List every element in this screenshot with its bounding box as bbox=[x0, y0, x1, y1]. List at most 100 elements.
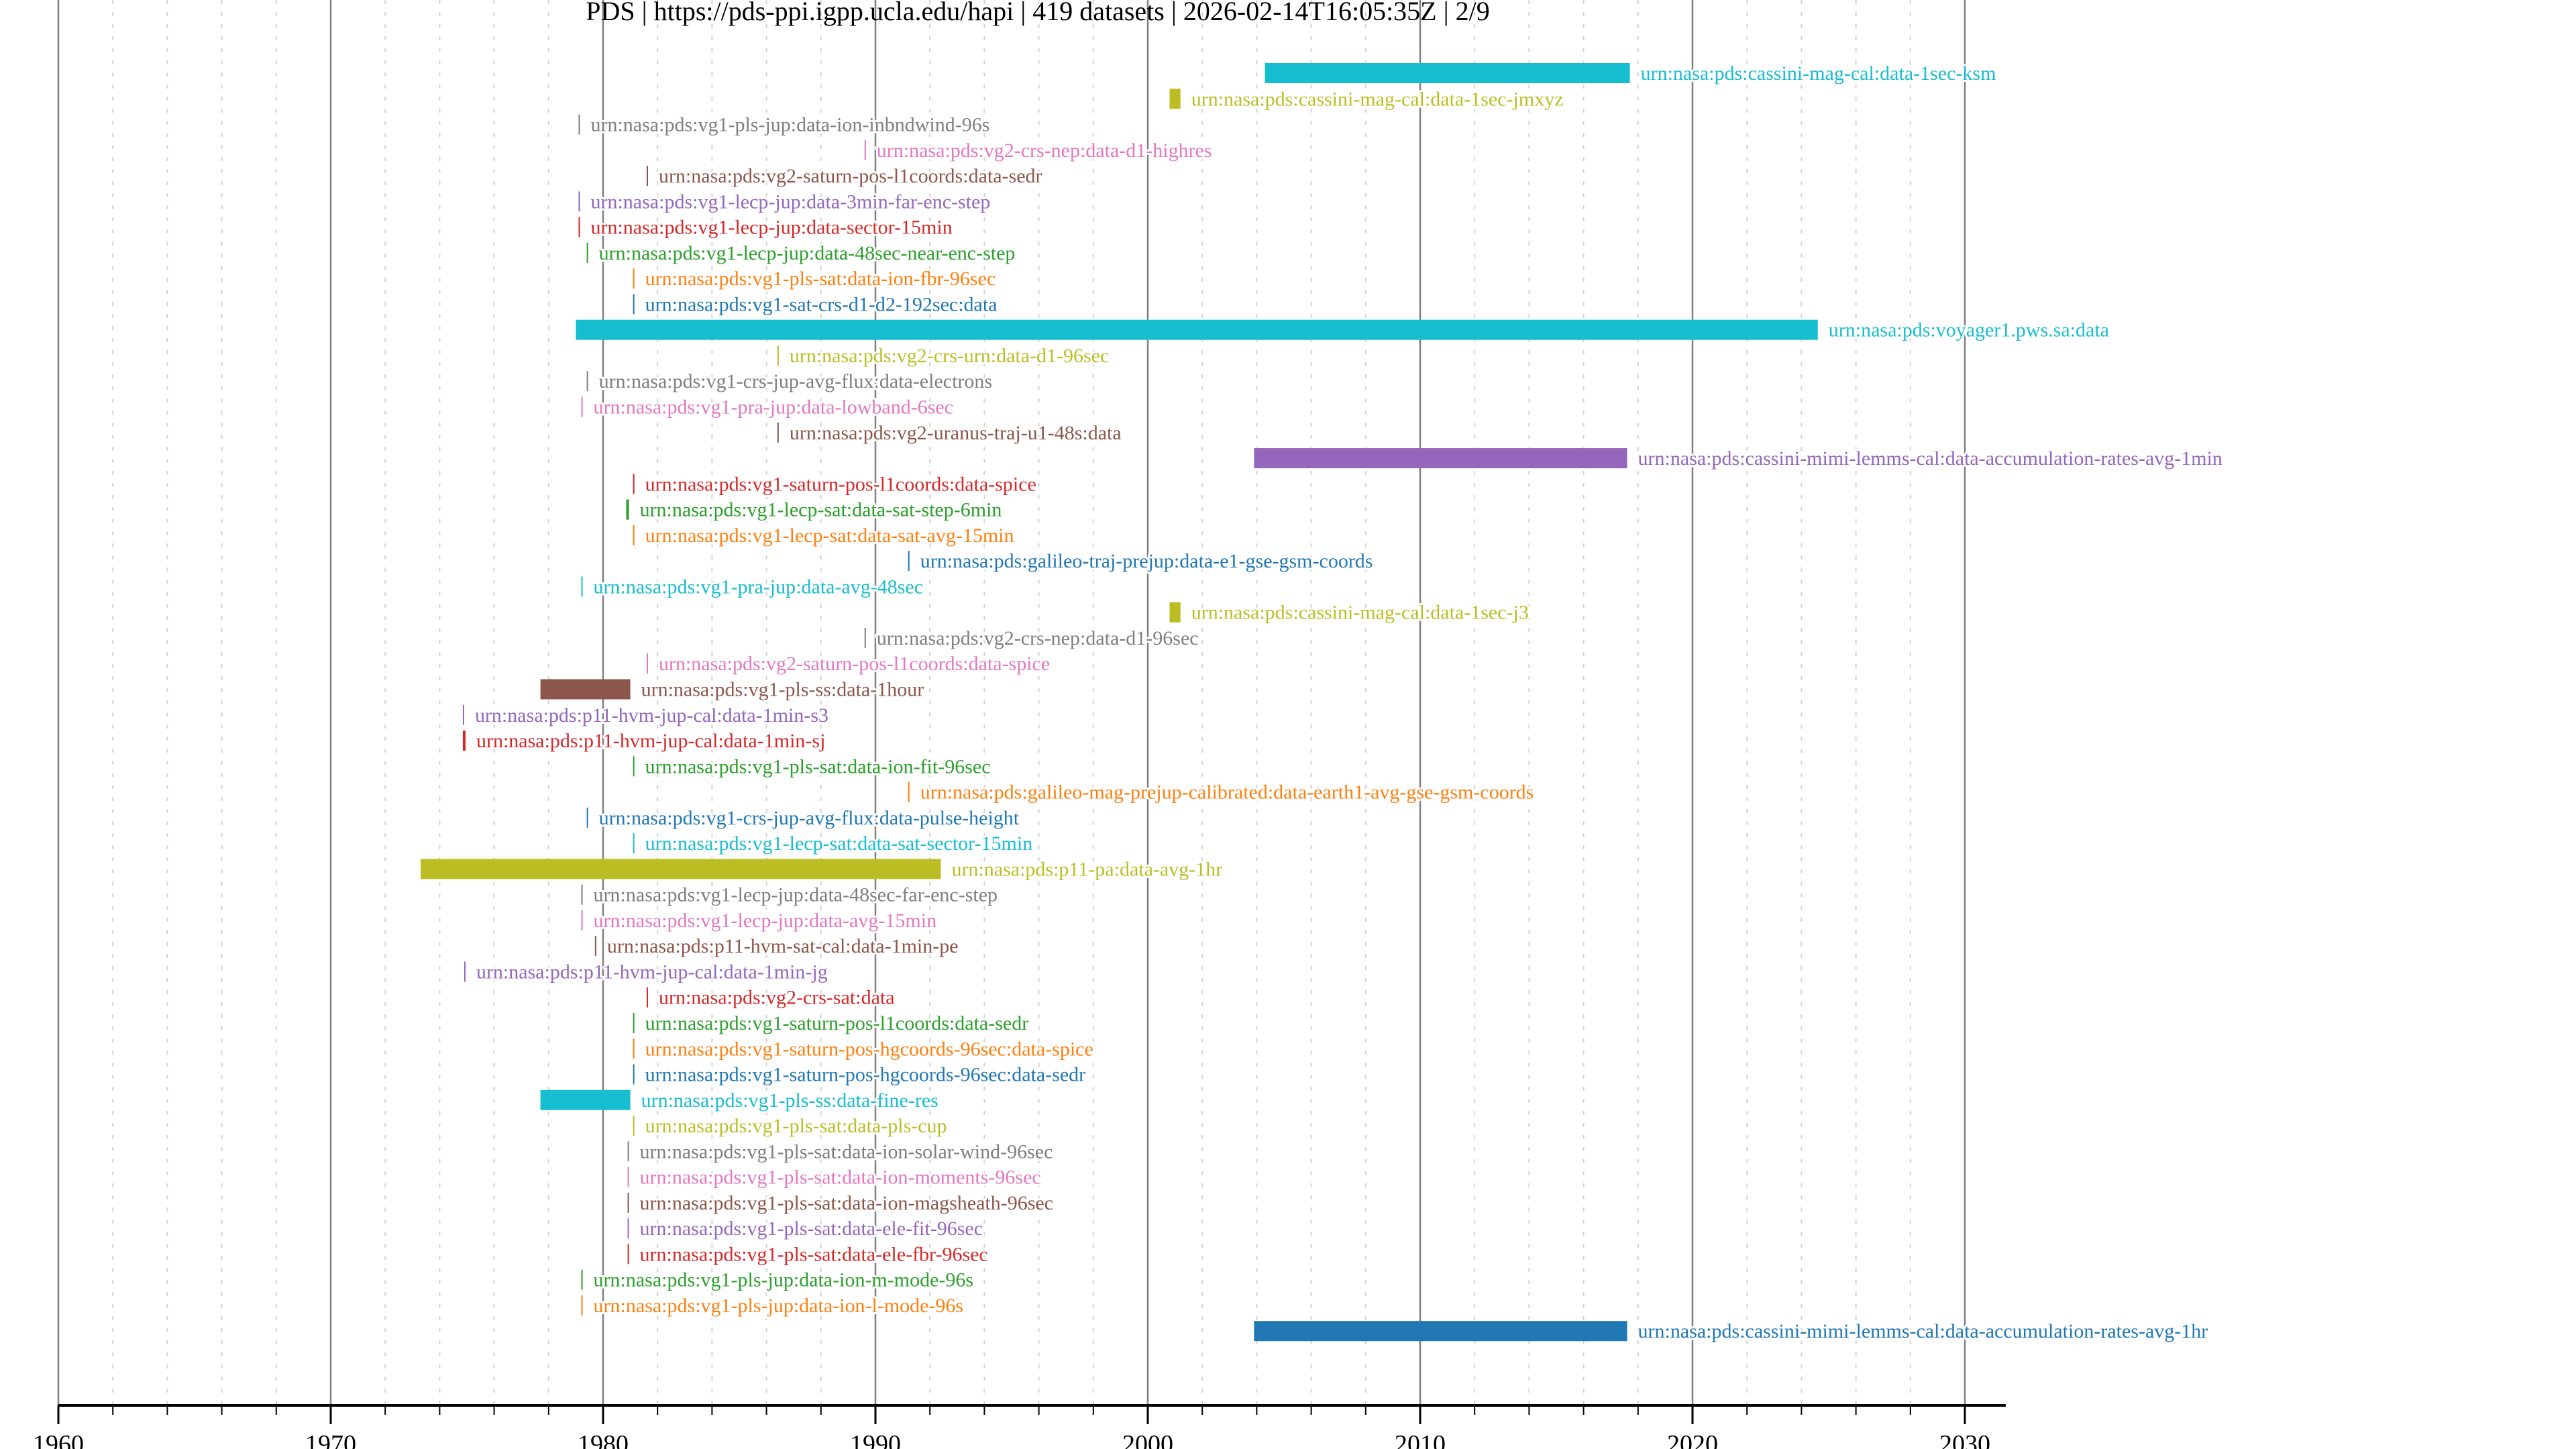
dataset-label: urn:nasa:pds:vg1-pls-ss:data-fine-res bbox=[641, 1089, 938, 1112]
dataset-bar[interactable] bbox=[633, 294, 635, 315]
dataset-bar[interactable] bbox=[908, 551, 910, 572]
dataset-bar[interactable] bbox=[633, 1012, 635, 1033]
dataset-bar[interactable] bbox=[1254, 1321, 1627, 1342]
dataset-bar[interactable] bbox=[586, 371, 588, 392]
dataset-bar[interactable] bbox=[586, 807, 588, 828]
dataset-bar[interactable] bbox=[777, 422, 779, 443]
dataset-label: urn:nasa:pds:vg2-uranus-traj-u1-48s:data bbox=[790, 422, 1122, 444]
dataset-label: urn:nasa:pds:vg1-saturn-pos-hgcoords-96s… bbox=[645, 1064, 1085, 1086]
x-tick-label: 2010 bbox=[1395, 1430, 1446, 1449]
dataset-label: urn:nasa:pds:p11-hvm-jup-cal:data-1min-s… bbox=[475, 704, 828, 727]
dataset-label: urn:nasa:pds:vg1-saturn-pos-hgcoords-96s… bbox=[645, 1038, 1093, 1060]
dataset-bar[interactable] bbox=[633, 268, 635, 289]
dataset-bar[interactable] bbox=[464, 961, 466, 982]
dataset-bar[interactable] bbox=[540, 1089, 631, 1110]
dataset-bar[interactable] bbox=[1169, 89, 1181, 109]
dataset-bar[interactable] bbox=[633, 756, 635, 777]
dataset-label: urn:nasa:pds:vg1-pls-sat:data-ele-fit-96… bbox=[640, 1218, 983, 1240]
dataset-label: urn:nasa:pds:vg1-lecp-jup:data-sector-15… bbox=[590, 217, 952, 239]
dataset-label: urn:nasa:pds:vg1-lecp-jup:data-48sec-far… bbox=[594, 884, 998, 906]
dataset-bar[interactable] bbox=[462, 704, 464, 725]
dataset-bar[interactable] bbox=[633, 833, 635, 854]
dataset-bar[interactable] bbox=[540, 679, 631, 700]
dataset-label: urn:nasa:pds:vg1-pls-sat:data-ion-fbr-96… bbox=[645, 268, 996, 290]
dataset-bar[interactable] bbox=[581, 1269, 583, 1290]
dataset-label: urn:nasa:pds:vg1-pls-sat:data-pls-cup bbox=[645, 1115, 947, 1137]
dataset-label: urn:nasa:pds:vg1-pra-jup:data-lowband-6s… bbox=[594, 396, 954, 419]
dataset-bar[interactable] bbox=[420, 859, 941, 879]
dataset-label: urn:nasa:pds:galileo-traj-prejup:data-e1… bbox=[920, 550, 1373, 572]
dataset-label: urn:nasa:pds:p11-pa:data-avg-1hr bbox=[951, 858, 1222, 880]
dataset-label: urn:nasa:pds:cassini-mag-cal:data-1sec-j… bbox=[1191, 88, 1564, 110]
dataset-label: urn:nasa:pds:vg2-crs-nep:data-d1-96sec bbox=[877, 627, 1199, 649]
dataset-bar[interactable] bbox=[576, 319, 1818, 340]
dataset-bar[interactable] bbox=[578, 217, 580, 237]
dataset-label: urn:nasa:pds:cassini-mag-cal:data-1sec-j… bbox=[1191, 602, 1529, 624]
dataset-bar[interactable] bbox=[908, 782, 910, 802]
dataset-bar[interactable] bbox=[627, 1218, 629, 1239]
dataset-bar[interactable] bbox=[1254, 448, 1627, 469]
dataset-label: urn:nasa:pds:vg2-crs-urn:data-d1-96sec bbox=[790, 345, 1110, 367]
dataset-bar[interactable] bbox=[578, 114, 580, 135]
dataset-bar[interactable] bbox=[581, 576, 583, 597]
dataset-label: urn:nasa:pds:vg1-pls-jup:data-ion-l-mode… bbox=[594, 1295, 964, 1317]
dataset-label: urn:nasa:pds:vg1-crs-jup-avg-flux:data-p… bbox=[599, 807, 1020, 829]
dataset-bar[interactable] bbox=[633, 525, 635, 545]
dataset-label: urn:nasa:pds:p11-hvm-sat-cal:data-1min-p… bbox=[607, 935, 959, 957]
x-tick-label: 1970 bbox=[305, 1430, 356, 1449]
dataset-label: urn:nasa:pds:vg2-saturn-pos-l1coords:dat… bbox=[659, 653, 1050, 675]
x-axis-ticks: 1960 1970 1980 1990 2000 2010 2020 2030 bbox=[33, 1405, 1990, 1449]
dataset-bars bbox=[420, 63, 1818, 1342]
dataset-bar[interactable] bbox=[626, 499, 629, 520]
dataset-bar[interactable] bbox=[581, 396, 583, 417]
dataset-bar[interactable] bbox=[627, 1167, 629, 1187]
dataset-label: urn:nasa:pds:cassini-mag-cal:data-1sec-k… bbox=[1641, 62, 1996, 85]
dataset-bar[interactable] bbox=[578, 191, 580, 212]
dataset-label: urn:nasa:pds:vg1-lecp-sat:data-sat-step-… bbox=[640, 499, 1002, 521]
dataset-label: urn:nasa:pds:vg1-saturn-pos-l1coords:dat… bbox=[645, 473, 1036, 495]
dataset-bar[interactable] bbox=[633, 1116, 635, 1136]
dataset-bar[interactable] bbox=[646, 166, 648, 186]
dataset-bar[interactable] bbox=[646, 653, 648, 674]
dataset-bar[interactable] bbox=[864, 627, 866, 648]
dataset-label: urn:nasa:pds:vg1-pra-jup:data-avg-48sec bbox=[594, 576, 924, 598]
dataset-label: urn:nasa:pds:vg1-saturn-pos-l1coords:dat… bbox=[645, 1012, 1029, 1034]
dataset-bar[interactable] bbox=[627, 1192, 629, 1213]
dataset-label: urn:nasa:pds:vg1-pls-jup:data-ion-inbndw… bbox=[590, 114, 989, 136]
dataset-label: urn:nasa:pds:vg1-pls-sat:data-ion-moment… bbox=[640, 1167, 1041, 1189]
dataset-label: urn:nasa:pds:vg1-lecp-sat:data-sat-secto… bbox=[645, 833, 1033, 855]
dataset-label: urn:nasa:pds:vg1-lecp-jup:data-avg-15min bbox=[594, 910, 937, 932]
dataset-bar[interactable] bbox=[646, 987, 648, 1008]
x-tick-label: 1960 bbox=[33, 1430, 84, 1449]
dataset-label: urn:nasa:pds:vg1-pls-sat:data-ion-magshe… bbox=[640, 1192, 1054, 1214]
dataset-label: urn:nasa:pds:vg1-crs-jup-avg-flux:data-e… bbox=[599, 370, 992, 392]
dataset-bar[interactable] bbox=[594, 936, 596, 957]
x-tick-label: 2000 bbox=[1122, 1430, 1173, 1449]
dataset-label: urn:nasa:pds:p11-hvm-jup-cal:data-1min-s… bbox=[476, 730, 825, 752]
dataset-label: urn:nasa:pds:vg1-pls-jup:data-ion-m-mode… bbox=[594, 1269, 974, 1291]
dataset-label: urn:nasa:pds:vg1-lecp-jup:data-48sec-nea… bbox=[599, 242, 1016, 264]
x-tick-label: 1990 bbox=[850, 1430, 901, 1449]
dataset-label: urn:nasa:pds:vg2-saturn-pos-l1coords:dat… bbox=[659, 165, 1042, 187]
dataset-label: urn:nasa:pds:vg1-pls-sat:data-ion-fit-96… bbox=[645, 755, 991, 777]
dataset-labels: urn:nasa:pds:cassini-mag-cal:data-1sec-k… bbox=[473, 60, 2224, 1344]
dataset-bar[interactable] bbox=[777, 345, 779, 366]
dataset-label: urn:nasa:pds:vg1-pls-sat:data-ele-fbr-96… bbox=[640, 1243, 988, 1265]
dataset-bar[interactable] bbox=[1169, 602, 1181, 623]
x-tick-label: 2020 bbox=[1667, 1430, 1718, 1449]
dataset-bar[interactable] bbox=[864, 140, 866, 160]
dataset-bar[interactable] bbox=[581, 1295, 583, 1316]
dataset-bar[interactable] bbox=[581, 910, 583, 930]
dataset-bar[interactable] bbox=[627, 1244, 629, 1265]
dataset-bar[interactable] bbox=[586, 242, 588, 263]
dataset-bar[interactable] bbox=[1265, 63, 1630, 83]
dataset-bar[interactable] bbox=[633, 1064, 635, 1085]
dataset-label: urn:nasa:pds:vg1-lecp-sat:data-sat-avg-1… bbox=[645, 525, 1014, 547]
dataset-bar[interactable] bbox=[633, 474, 635, 494]
x-axis: 1960 1970 1980 1990 2000 2010 2020 2030 bbox=[33, 1404, 2006, 1449]
dataset-bar[interactable] bbox=[462, 731, 466, 751]
dataset-bar[interactable] bbox=[581, 884, 583, 905]
dataset-bar[interactable] bbox=[633, 1038, 635, 1059]
dataset-bar[interactable] bbox=[627, 1141, 629, 1162]
